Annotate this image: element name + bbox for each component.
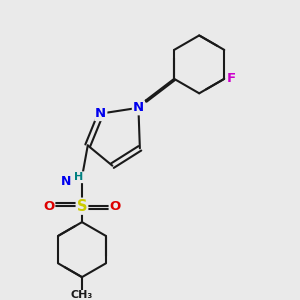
Text: S: S [77,199,87,214]
Text: O: O [43,200,54,213]
Text: N: N [133,101,144,114]
Text: O: O [110,200,121,213]
Text: H: H [74,172,84,182]
Text: N: N [61,175,71,188]
Text: CH₃: CH₃ [71,290,93,300]
Text: F: F [227,72,236,85]
Text: N: N [95,107,106,120]
